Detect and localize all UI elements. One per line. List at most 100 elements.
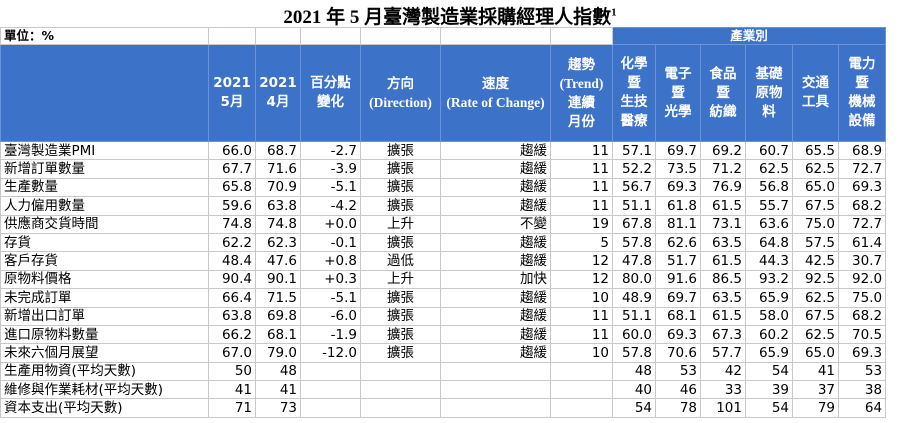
cell: 91.6	[655, 269, 701, 290]
cell: 67.3	[700, 324, 746, 345]
blank-cell	[300, 380, 361, 400]
cell: 92.0	[837, 269, 887, 290]
cell: 48	[255, 361, 301, 382]
cell: 68.7	[255, 140, 301, 161]
cell: 61.5	[700, 251, 746, 271]
cell: 60.0	[612, 324, 656, 345]
cell: 44.3	[745, 251, 793, 271]
cell: -5.1	[300, 288, 361, 308]
cell: 68.2	[837, 196, 887, 216]
cell: 54	[745, 398, 793, 418]
cell: 69.3	[837, 177, 887, 198]
cell: -1.9	[300, 324, 361, 345]
data-row: 生產數量 65.8 70.9 -5.1 擴張 趨緩 11 56.7 69.3 76.9 56.8 65…	[0, 177, 887, 198]
cell: 11	[550, 177, 613, 198]
header-row: 2021 5月 2021 4月 百分點 變化 方向 (Direction) 速度 (Ra…	[0, 44, 887, 142]
row-label: 原物料價格	[0, 269, 209, 290]
cell: 39	[745, 380, 793, 400]
cell: 79.0	[255, 343, 301, 363]
row-label: 生產用物資(平均天數)	[0, 361, 209, 382]
cell: -12.0	[300, 343, 361, 363]
cell: 66.2	[208, 324, 256, 345]
cell: 86.5	[700, 269, 746, 290]
cell: 41	[255, 380, 301, 400]
cell: 53	[837, 361, 887, 382]
cell: 56.8	[745, 177, 793, 198]
cell: 66.4	[208, 288, 256, 308]
cell: 趨緩	[440, 140, 551, 161]
cell: 上升	[360, 214, 441, 234]
blank-cell	[300, 361, 361, 382]
cell: 48.9	[612, 288, 656, 308]
cell: 57.1	[612, 140, 656, 161]
cell: 擴張	[360, 324, 441, 345]
cell: 62.5	[792, 324, 839, 345]
cell: 55.7	[745, 196, 793, 216]
cell: 69.2	[700, 140, 746, 161]
cell: 61.4	[837, 232, 887, 253]
cell: 62.6	[655, 232, 701, 253]
cell: 78	[655, 398, 701, 418]
blank-cell	[550, 361, 613, 382]
cell: 75.0	[837, 288, 887, 308]
column-header: 百分點 變化	[300, 44, 361, 142]
row-label: 臺灣製造業PMI	[0, 140, 209, 161]
cell: 57.8	[612, 232, 656, 253]
cell: 40	[612, 380, 656, 400]
cell: 趨緩	[440, 343, 551, 363]
cell: 11	[550, 324, 613, 345]
blank-cell	[440, 361, 551, 382]
cell: 73.1	[700, 214, 746, 234]
cell: 趨緩	[440, 159, 551, 179]
cell: 加快	[440, 269, 551, 290]
cell: 上升	[360, 269, 441, 290]
data-row: 存貨 62.2 62.3 -0.1 擴張 趨緩 5 57.8 62.6 63.5 64.8 57.5 6…	[0, 232, 887, 253]
column-header: 趨勢 (Trend) 連續 月份	[550, 44, 613, 142]
cell: 70.6	[655, 343, 701, 363]
blank-cell	[440, 380, 551, 400]
cell: 60.2	[745, 324, 793, 345]
data-row: 人力僱用數量 59.6 63.8 -4.2 擴張 趨緩 11 51.1 61.8 61.5 55.7…	[0, 196, 887, 216]
cell: 趨緩	[440, 306, 551, 326]
cell: 30.7	[837, 251, 887, 271]
cell: 48.4	[208, 251, 256, 271]
data-row: 臺灣製造業PMI 66.0 68.7 -2.7 擴張 趨緩 11 57.1 69.7 69.2 60…	[0, 140, 887, 161]
cell: 67.7	[208, 159, 256, 179]
blank-cell	[360, 27, 441, 45]
cell: 趨緩	[440, 324, 551, 345]
cell: 74.8	[255, 214, 301, 234]
row-label: 資本支出(平均天數)	[0, 398, 209, 418]
column-header: 交通 工具	[792, 44, 839, 142]
row-label: 進口原物料數量	[0, 324, 209, 345]
cell: -2.7	[300, 140, 361, 161]
cell: 73	[255, 398, 301, 418]
blank-cell	[255, 27, 301, 45]
column-header: 電力 暨 機械 設備	[837, 44, 887, 142]
title-block: 2021 年 5 月臺灣製造業採購經理人指數1	[0, 2, 900, 29]
row-label: 人力僱用數量	[0, 196, 209, 216]
cell: 51.1	[612, 306, 656, 326]
table-body: 單位：% 產業別 2021 5月 2021 4月 百分點 變化 方向 (Directi…	[0, 27, 887, 418]
cell: +0.0	[300, 214, 361, 234]
cell: 42	[700, 361, 746, 382]
cell: -5.1	[300, 177, 361, 198]
cell: 51.7	[655, 251, 701, 271]
blank-cell	[440, 27, 551, 45]
cell: 90.1	[255, 269, 301, 290]
cell: 70.9	[255, 177, 301, 198]
column-header: 速度 (Rate of Change)	[440, 44, 551, 142]
cell: 68.1	[255, 324, 301, 345]
cell: 11	[550, 159, 613, 179]
cell: -0.1	[300, 232, 361, 253]
cell: 41	[208, 380, 256, 400]
blank-cell	[360, 361, 441, 382]
cell: 擴張	[360, 140, 441, 161]
title: 2021 年 5 月臺灣製造業採購經理人指數	[283, 7, 612, 28]
cell: 69.3	[837, 343, 887, 363]
cell: 73.5	[655, 159, 701, 179]
cell: 57.8	[612, 343, 656, 363]
cell: 67.8	[612, 214, 656, 234]
cell: 90.4	[208, 269, 256, 290]
cell: 63.5	[700, 232, 746, 253]
cell: 擴張	[360, 196, 441, 216]
